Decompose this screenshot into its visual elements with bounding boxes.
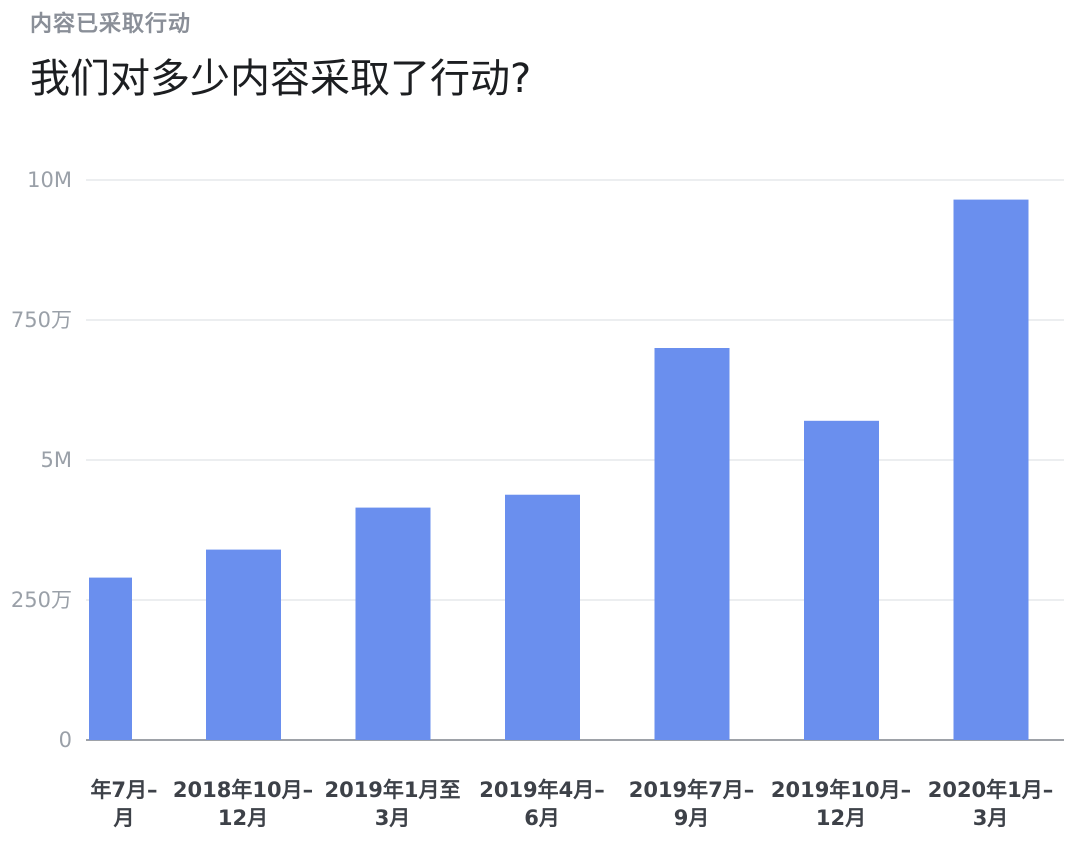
x-category-label: 2020年1月– 3月 xyxy=(928,778,1054,830)
y-tick-label: 0 xyxy=(59,728,72,752)
bar xyxy=(804,420,879,740)
x-category-label: 2019年10月– 12月 xyxy=(771,778,911,830)
bars xyxy=(89,199,1029,741)
bar xyxy=(953,199,1029,741)
y-tick-label: 10M xyxy=(27,168,72,192)
bar xyxy=(355,507,431,740)
x-category-label: 2019年1月至 3月 xyxy=(324,778,460,830)
bar xyxy=(89,577,132,740)
x-category-label: 年7月–月 xyxy=(90,778,157,830)
y-tick-label: 250万 xyxy=(11,588,72,612)
bar xyxy=(654,348,730,740)
chart-title: 我们对多少内容采取了行动? xyxy=(30,56,532,102)
y-axis: 10M 750万 5M 250万 0 xyxy=(11,168,72,752)
x-category-label: 2019年7月– 9月 xyxy=(629,778,755,830)
y-tick-label: 750万 xyxy=(11,308,72,332)
bar xyxy=(505,494,580,740)
chart-eyebrow: 内容已采取行动 xyxy=(30,12,192,37)
bar xyxy=(206,549,281,740)
x-category-label: 2018年10月– 12月 xyxy=(173,778,313,830)
y-tick-label: 5M xyxy=(41,448,72,472)
x-category-label: 2019年4月– 6月 xyxy=(479,778,605,830)
